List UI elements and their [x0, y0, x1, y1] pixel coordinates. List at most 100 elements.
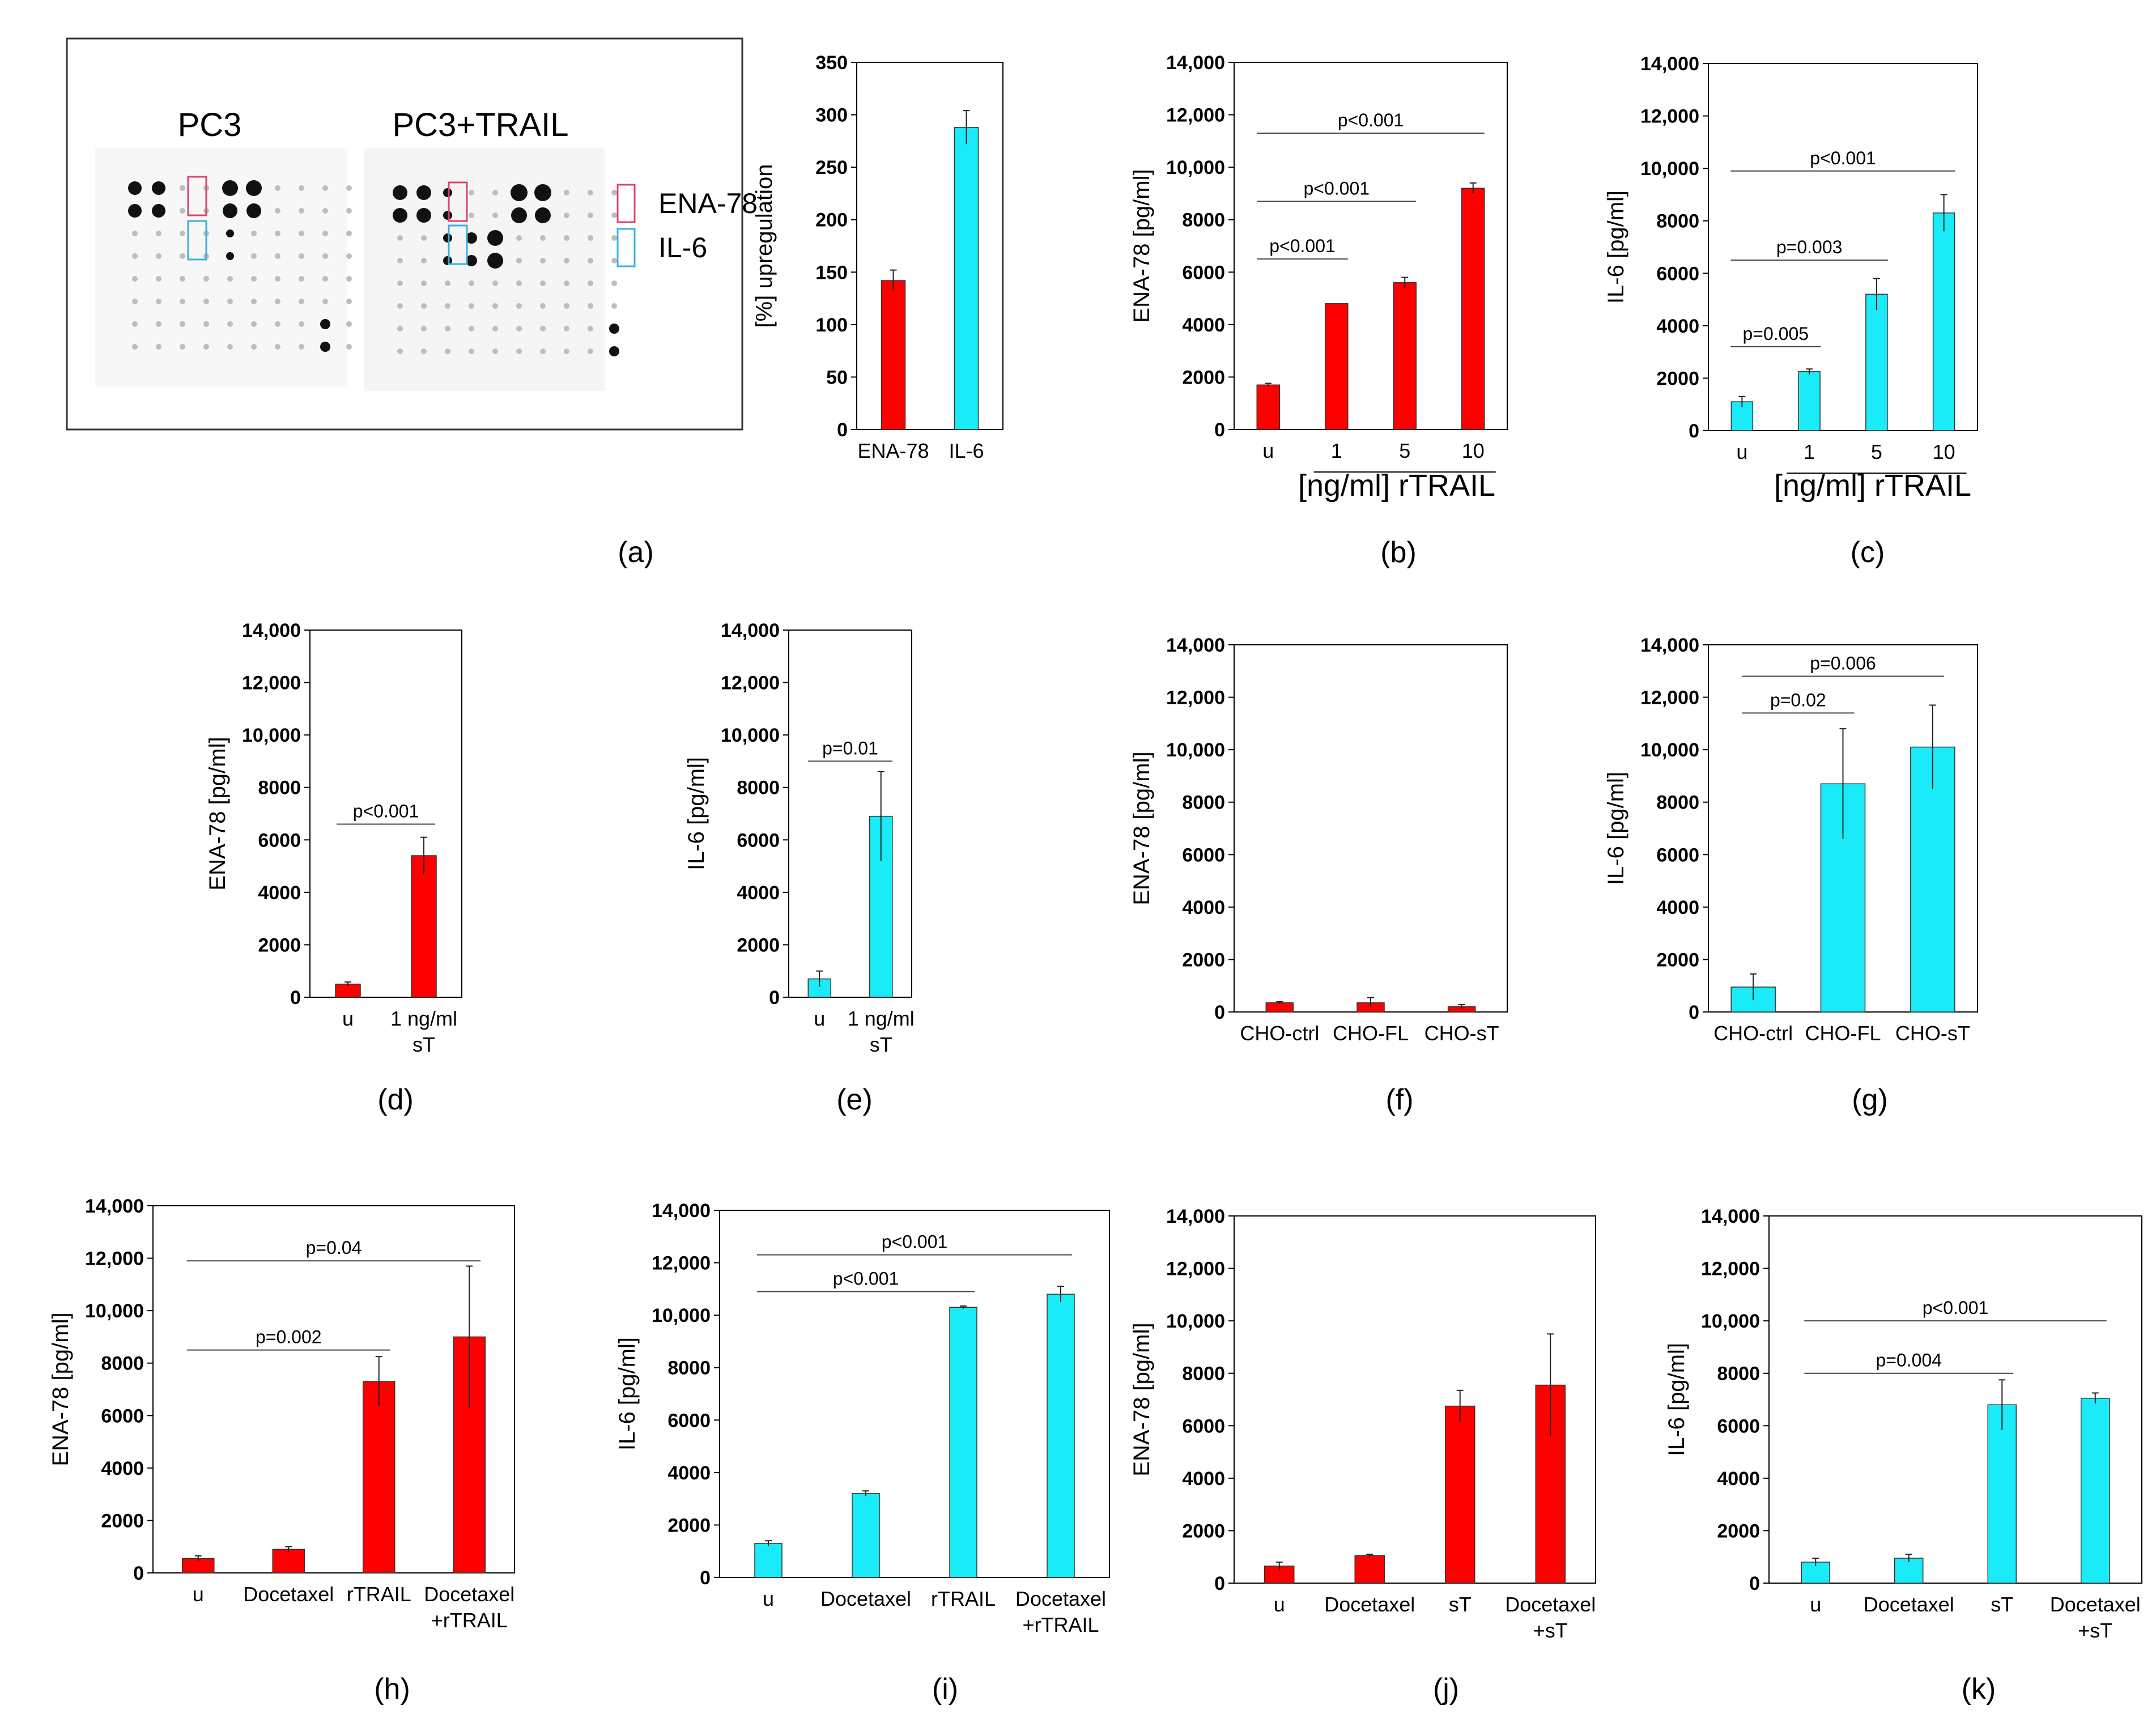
chart-a2: 0 50 100 150 200 250 300 350 [%] upregulation ENA… — [752, 52, 1003, 462]
y-tick-label: 8000 — [1182, 792, 1225, 814]
chart-c: 0 2000 4000 6000 8000 10,000 12,000 14,000 IL-6 … — [1604, 53, 1978, 569]
blot-dot — [516, 280, 522, 286]
y-tick-label: 150 — [815, 262, 848, 283]
category-sublabel: +sT — [1533, 1619, 1568, 1642]
blot-dot — [180, 185, 185, 191]
blot-dot — [156, 299, 161, 304]
y-tick-label: 2000 — [101, 1510, 144, 1532]
y-tick-label: 12,000 — [242, 673, 301, 694]
blot-dot — [611, 280, 617, 286]
blot-dot — [588, 258, 593, 263]
y-tick-label: 2000 — [737, 934, 780, 956]
blot-dot — [421, 235, 427, 241]
y-tick-label: 2000 — [1182, 949, 1225, 971]
bar-2 — [1894, 1558, 1924, 1584]
category-label: u — [763, 1587, 774, 1610]
blot-dot — [611, 190, 617, 195]
blot-dot — [132, 231, 138, 236]
blot-dot — [564, 212, 569, 218]
category-label: Docetaxel — [1015, 1587, 1106, 1610]
y-tick-label: 10,000 — [85, 1300, 144, 1322]
blot-dot — [564, 258, 569, 263]
bar-1 — [1265, 1002, 1294, 1013]
blot-dot — [564, 303, 569, 309]
category-sublabel: sT — [413, 1033, 435, 1056]
y-axis-label: ENA-78 [pg/ml] — [1129, 169, 1154, 322]
y-tick-label: 10,000 — [1640, 739, 1699, 761]
blot-dot — [540, 303, 546, 309]
bar-3 — [1987, 1404, 2017, 1584]
blot-dot — [346, 231, 352, 236]
p-value-label: p<0.001 — [882, 1232, 948, 1252]
bar-3 — [949, 1307, 977, 1578]
blot-dot — [443, 233, 452, 243]
blot-dot — [466, 232, 477, 244]
blot-dot — [564, 348, 569, 354]
blot-dot — [609, 324, 619, 334]
blot-dot — [416, 185, 431, 200]
blot-dot — [299, 344, 304, 350]
blot-dot — [611, 235, 617, 241]
y-tick-label: 4000 — [1182, 314, 1225, 336]
blot-dot — [156, 231, 161, 236]
blot-dot — [223, 203, 237, 218]
category-label: Docetaxel — [2050, 1593, 2141, 1616]
blot-dot — [588, 190, 593, 195]
blot-dot — [203, 276, 209, 282]
blot-dot — [516, 235, 522, 241]
blot-dot — [397, 326, 403, 331]
blot-dot — [540, 326, 546, 331]
blot-dot — [156, 321, 161, 327]
bar-4 — [1932, 212, 1955, 431]
p-value-label: p<0.001 — [1923, 1298, 1989, 1318]
bar-2 — [1354, 1555, 1385, 1584]
blot-dot — [492, 326, 498, 331]
y-tick-label: 8000 — [1656, 792, 1699, 814]
blot-dot — [132, 253, 138, 259]
y-tick-label: 6000 — [737, 830, 780, 851]
category-label: u — [193, 1583, 204, 1606]
ena78-box-pc3 — [187, 176, 207, 216]
caption-i: (i) — [932, 1673, 958, 1706]
category-label: 5 — [1399, 439, 1410, 462]
y-tick-label: 12,000 — [1640, 106, 1699, 127]
blot-dot — [611, 303, 617, 309]
y-tick-label: 6000 — [1717, 1415, 1760, 1437]
bar-4 — [1047, 1294, 1075, 1578]
blot-dot — [609, 346, 619, 356]
panel-a: PC3 PC3+TRAIL ENA-78 IL-6 (a) — [66, 37, 758, 569]
y-axis-label: [%] upregulation — [752, 164, 777, 328]
blot-dot — [322, 253, 328, 259]
y-tick-label: 6000 — [1656, 263, 1699, 284]
blot-dot — [588, 326, 593, 331]
blot-dot — [611, 258, 617, 263]
blot-dot — [132, 299, 138, 304]
plot-frame — [1768, 1215, 2142, 1584]
category-sublabel: +sT — [2078, 1619, 2112, 1642]
category-label: 1 ng/ml — [848, 1007, 915, 1030]
blot-dot — [227, 344, 233, 350]
p-value-label: p<0.001 — [1338, 110, 1404, 130]
p-value-label: p=0.004 — [1876, 1350, 1942, 1371]
blot-dot — [180, 231, 185, 236]
y-tick-label: 0 — [133, 1563, 144, 1584]
y-tick-label: 0 — [1214, 1573, 1225, 1594]
bar-4 — [1461, 188, 1485, 430]
y-tick-label: 10,000 — [242, 725, 301, 746]
category-label: Docetaxel — [1864, 1593, 1954, 1616]
y-tick-label: 4000 — [258, 882, 301, 904]
y-tick-label: 12,000 — [1166, 687, 1225, 709]
category-label: sT — [1449, 1593, 1472, 1616]
blot-dot — [445, 348, 450, 354]
blot-dot — [487, 230, 503, 246]
y-axis-label: ENA-78 [pg/ml] — [205, 737, 230, 890]
category-label: 10 — [1933, 440, 1955, 463]
y-tick-label: 4000 — [1656, 316, 1699, 337]
blot-dot — [588, 303, 593, 309]
blot-dot — [516, 258, 522, 263]
caption-b: (b) — [1380, 536, 1417, 569]
y-tick-label: 50 — [826, 367, 848, 388]
blot-dot — [492, 348, 498, 354]
blot-dot — [156, 253, 161, 259]
